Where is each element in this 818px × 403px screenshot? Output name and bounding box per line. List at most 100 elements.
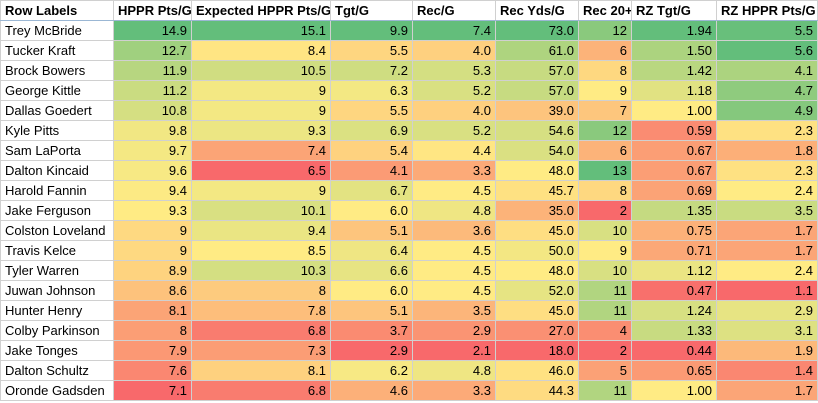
rec-yds-cell[interactable]: 54.6	[495, 120, 579, 141]
expected-hppr-pts-cell[interactable]: 6.5	[191, 160, 331, 181]
tgt-cell[interactable]: 5.1	[330, 220, 413, 241]
row-label[interactable]: Tucker Kraft	[0, 40, 114, 61]
header-rz-hppr-pts[interactable]: RZ HPPR Pts/G	[716, 0, 818, 21]
hppr-pts-cell[interactable]: 9.7	[113, 140, 192, 161]
row-label[interactable]: Travis Kelce	[0, 240, 114, 261]
hppr-pts-cell[interactable]: 12.7	[113, 40, 192, 61]
rz-tgt-cell[interactable]: 1.00	[631, 100, 717, 121]
rec-20-plus-cell[interactable]: 4	[578, 320, 632, 341]
rz-tgt-cell[interactable]: 0.65	[631, 360, 717, 381]
row-label[interactable]: Trey McBride	[0, 20, 114, 41]
hppr-pts-cell[interactable]: 11.9	[113, 60, 192, 81]
expected-hppr-pts-cell[interactable]: 10.5	[191, 60, 331, 81]
row-label[interactable]: Tyler Warren	[0, 260, 114, 281]
rz-tgt-cell[interactable]: 1.33	[631, 320, 717, 341]
rec-cell[interactable]: 4.0	[412, 40, 496, 61]
row-label[interactable]: Harold Fannin	[0, 180, 114, 201]
rec-20-plus-cell[interactable]: 6	[578, 40, 632, 61]
rz-hppr-pts-cell[interactable]: 2.4	[716, 180, 818, 201]
rz-hppr-pts-cell[interactable]: 3.1	[716, 320, 818, 341]
expected-hppr-pts-cell[interactable]: 9	[191, 80, 331, 101]
rec-yds-cell[interactable]: 45.0	[495, 300, 579, 321]
rec-20-plus-cell[interactable]: 5	[578, 360, 632, 381]
rz-hppr-pts-cell[interactable]: 2.4	[716, 260, 818, 281]
expected-hppr-pts-cell[interactable]: 10.1	[191, 200, 331, 221]
rz-tgt-cell[interactable]: 0.67	[631, 140, 717, 161]
hppr-pts-cell[interactable]: 7.9	[113, 340, 192, 361]
tgt-cell[interactable]: 6.0	[330, 200, 413, 221]
row-label[interactable]: Juwan Johnson	[0, 280, 114, 301]
header-tgt[interactable]: Tgt/G	[330, 0, 413, 21]
rec-cell[interactable]: 3.5	[412, 300, 496, 321]
rz-hppr-pts-cell[interactable]: 1.4	[716, 360, 818, 381]
rz-hppr-pts-cell[interactable]: 4.9	[716, 100, 818, 121]
rec-yds-cell[interactable]: 48.0	[495, 260, 579, 281]
hppr-pts-cell[interactable]: 8.6	[113, 280, 192, 301]
hppr-pts-cell[interactable]: 9.3	[113, 200, 192, 221]
rec-20-plus-cell[interactable]: 7	[578, 100, 632, 121]
expected-hppr-pts-cell[interactable]: 6.8	[191, 320, 331, 341]
rz-tgt-cell[interactable]: 1.18	[631, 80, 717, 101]
rz-tgt-cell[interactable]: 0.67	[631, 160, 717, 181]
rec-20-plus-cell[interactable]: 9	[578, 80, 632, 101]
row-label[interactable]: Dalton Schultz	[0, 360, 114, 381]
expected-hppr-pts-cell[interactable]: 7.3	[191, 340, 331, 361]
rz-tgt-cell[interactable]: 0.44	[631, 340, 717, 361]
rec-20-plus-cell[interactable]: 6	[578, 140, 632, 161]
rz-tgt-cell[interactable]: 0.71	[631, 240, 717, 261]
rz-hppr-pts-cell[interactable]: 1.7	[716, 240, 818, 261]
expected-hppr-pts-cell[interactable]: 7.4	[191, 140, 331, 161]
rz-hppr-pts-cell[interactable]: 1.9	[716, 340, 818, 361]
rec-cell[interactable]: 5.3	[412, 60, 496, 81]
rec-cell[interactable]: 4.5	[412, 180, 496, 201]
rec-20-plus-cell[interactable]: 13	[578, 160, 632, 181]
hppr-pts-cell[interactable]: 9	[113, 240, 192, 261]
header-row-labels[interactable]: Row Labels	[0, 0, 114, 21]
rz-hppr-pts-cell[interactable]: 4.7	[716, 80, 818, 101]
rec-cell[interactable]: 4.5	[412, 280, 496, 301]
hppr-pts-cell[interactable]: 8.1	[113, 300, 192, 321]
rec-cell[interactable]: 4.5	[412, 260, 496, 281]
rec-cell[interactable]: 4.8	[412, 360, 496, 381]
rz-hppr-pts-cell[interactable]: 1.1	[716, 280, 818, 301]
row-label[interactable]: Kyle Pitts	[0, 120, 114, 141]
rec-20-plus-cell[interactable]: 8	[578, 180, 632, 201]
tgt-cell[interactable]: 6.7	[330, 180, 413, 201]
rec-cell[interactable]: 3.3	[412, 380, 496, 401]
tgt-cell[interactable]: 4.6	[330, 380, 413, 401]
rec-yds-cell[interactable]: 27.0	[495, 320, 579, 341]
rz-tgt-cell[interactable]: 1.00	[631, 380, 717, 401]
expected-hppr-pts-cell[interactable]: 9	[191, 100, 331, 121]
expected-hppr-pts-cell[interactable]: 8.4	[191, 40, 331, 61]
tgt-cell[interactable]: 5.5	[330, 100, 413, 121]
tgt-cell[interactable]: 6.3	[330, 80, 413, 101]
rz-hppr-pts-cell[interactable]: 1.7	[716, 220, 818, 241]
rec-cell[interactable]: 4.4	[412, 140, 496, 161]
rec-yds-cell[interactable]: 35.0	[495, 200, 579, 221]
row-label[interactable]: Colston Loveland	[0, 220, 114, 241]
rec-cell[interactable]: 3.6	[412, 220, 496, 241]
hppr-pts-cell[interactable]: 10.8	[113, 100, 192, 121]
rz-tgt-cell[interactable]: 0.75	[631, 220, 717, 241]
rz-tgt-cell[interactable]: 0.69	[631, 180, 717, 201]
rz-tgt-cell[interactable]: 1.94	[631, 20, 717, 41]
rec-yds-cell[interactable]: 73.0	[495, 20, 579, 41]
expected-hppr-pts-cell[interactable]: 10.3	[191, 260, 331, 281]
rec-20-plus-cell[interactable]: 2	[578, 200, 632, 221]
row-label[interactable]: Jake Tonges	[0, 340, 114, 361]
rz-tgt-cell[interactable]: 1.35	[631, 200, 717, 221]
hppr-pts-cell[interactable]: 8	[113, 320, 192, 341]
rec-yds-cell[interactable]: 39.0	[495, 100, 579, 121]
rec-yds-cell[interactable]: 45.7	[495, 180, 579, 201]
tgt-cell[interactable]: 2.9	[330, 340, 413, 361]
rec-yds-cell[interactable]: 18.0	[495, 340, 579, 361]
rec-20-plus-cell[interactable]: 9	[578, 240, 632, 261]
rec-20-plus-cell[interactable]: 12	[578, 20, 632, 41]
expected-hppr-pts-cell[interactable]: 8	[191, 280, 331, 301]
row-label[interactable]: Colby Parkinson	[0, 320, 114, 341]
rz-hppr-pts-cell[interactable]: 5.6	[716, 40, 818, 61]
hppr-pts-cell[interactable]: 8.9	[113, 260, 192, 281]
expected-hppr-pts-cell[interactable]: 7.8	[191, 300, 331, 321]
rec-20-plus-cell[interactable]: 11	[578, 280, 632, 301]
expected-hppr-pts-cell[interactable]: 15.1	[191, 20, 331, 41]
